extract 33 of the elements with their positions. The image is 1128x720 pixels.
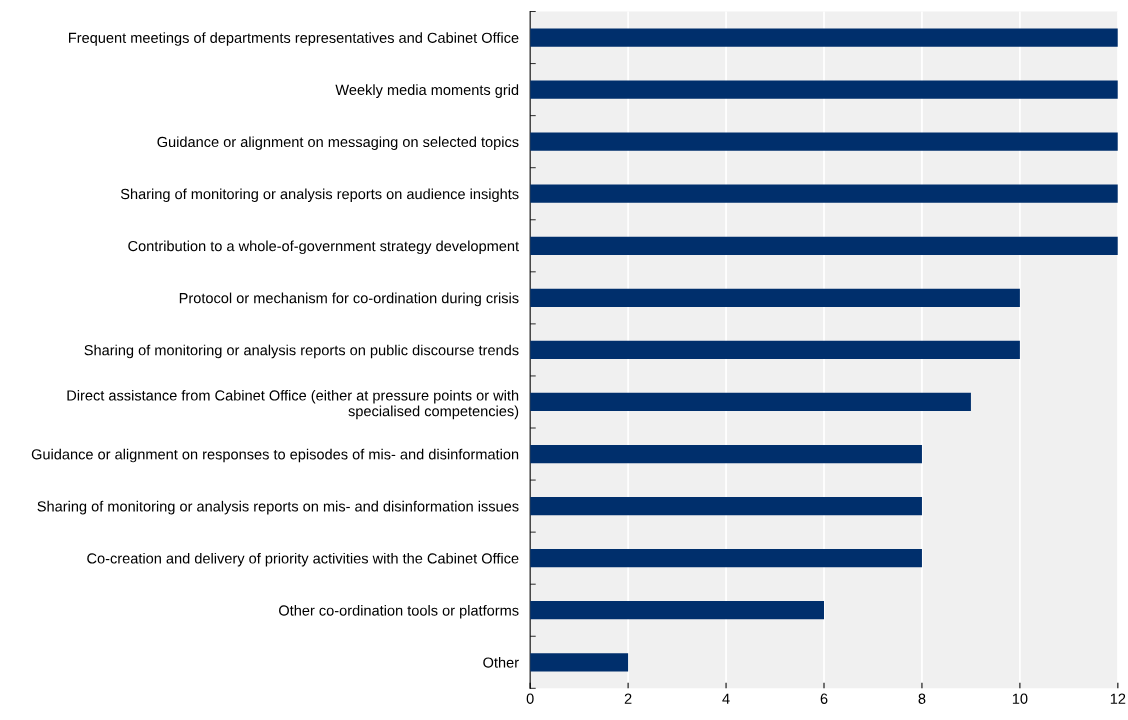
bar	[530, 444, 922, 464]
x-tick-label: 12	[1110, 693, 1126, 704]
bar	[530, 653, 629, 672]
bar	[530, 340, 1020, 360]
x-tick-label: 8	[918, 693, 926, 704]
bar	[530, 549, 922, 568]
y-tick-label: Other	[483, 657, 519, 668]
x-tick-label: 4	[722, 693, 730, 704]
bar	[530, 601, 824, 620]
y-tick-label: Weekly media moments grid	[335, 84, 519, 98]
bar	[530, 132, 1118, 151]
y-tick-label: Frequent meetings of departments representatives and Cabinet Office	[69, 32, 519, 46]
y-tick-label: Guidance or alignment on messaging on selected topics	[157, 136, 519, 150]
x-tick-label: 0	[526, 693, 534, 704]
x-tick-label: 10	[1012, 693, 1028, 704]
bar	[530, 28, 1118, 47]
x-tick-label: 2	[624, 693, 632, 704]
bar	[530, 288, 1020, 307]
y-tick-label: Guidance or alignment on responses to episodes of mis- and disinformation	[31, 448, 519, 463]
y-tick-label: Sharing of monitoring or analysis reports on public discourse trends	[84, 344, 519, 359]
bar	[530, 80, 1118, 99]
y-tick-label: Contribution to a whole-of-government strategy development	[128, 240, 519, 255]
bar	[530, 236, 1118, 255]
bar	[530, 392, 971, 412]
y-tick-label: Direct assistance from Cabinet Office (either at pressure points or with specialised competencies)	[67, 389, 519, 420]
y-tick-label: Protocol or mechanism for co-ordination during crisis	[179, 292, 519, 307]
y-tick-label: Sharing of monitoring or analysis reports on mis- and disinformation issues	[37, 500, 519, 515]
bar	[530, 184, 1118, 203]
y-tick-label: Sharing of monitoring or analysis reports on audience insights	[120, 188, 519, 203]
bar	[530, 496, 922, 516]
y-tick-label: Co-creation and delivery of priority activities with the Cabinet Office	[87, 552, 519, 567]
y-tick-label: Other co-ordination tools or platforms	[279, 604, 519, 619]
x-tick-label: 6	[820, 693, 828, 704]
